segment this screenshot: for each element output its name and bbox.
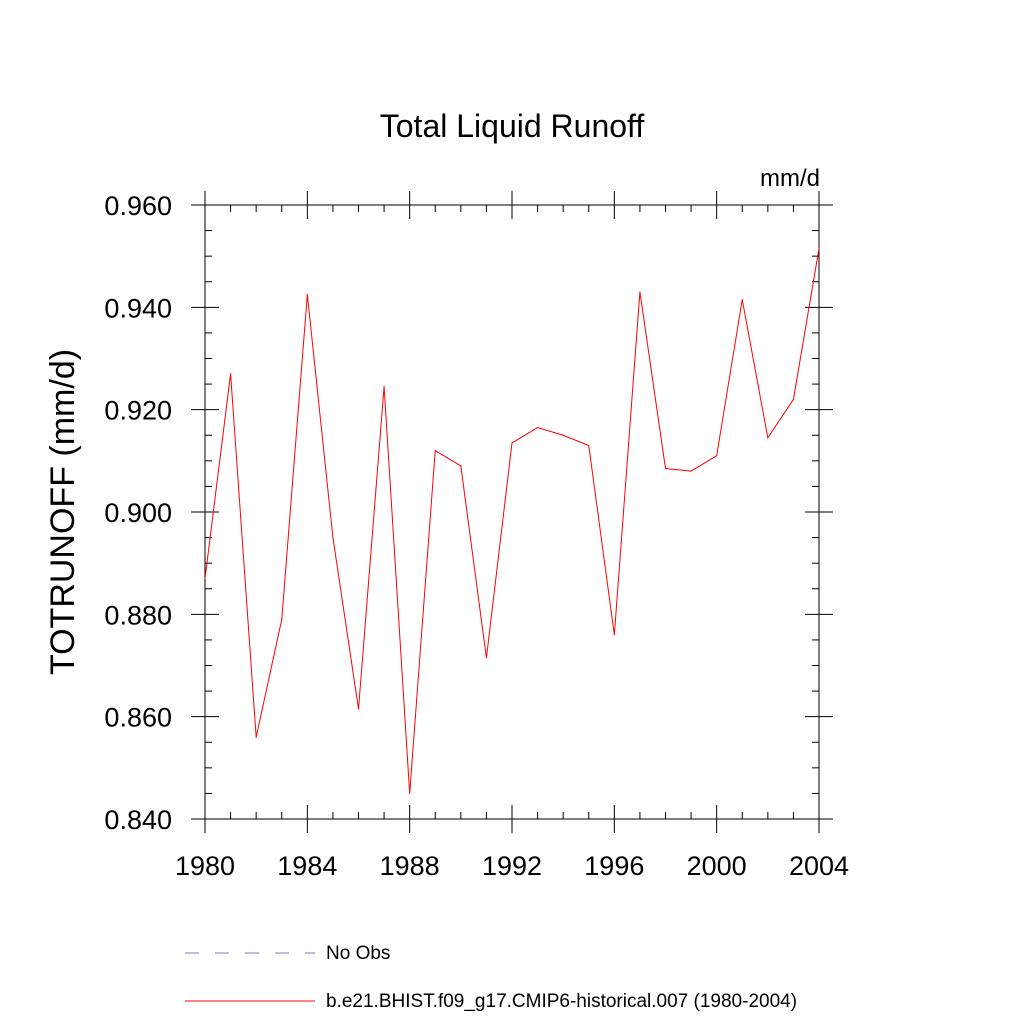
data-point (409, 792, 411, 795)
data-point (639, 291, 641, 293)
x-tick-label: 2000 (687, 851, 747, 881)
data-point (460, 465, 462, 467)
y-tick-label: 0.860 (104, 703, 172, 733)
y-tick-label: 0.880 (104, 600, 172, 630)
chart-title: Total Liquid Runoff (380, 108, 645, 144)
y-axis-label: TOTRUNOFF (mm/d) (44, 349, 82, 675)
y-tick-label: 0.960 (104, 191, 172, 221)
data-point (588, 444, 590, 447)
y-tick-labels: 0.840 0.860 0.880 0.900 0.920 0.940 0.960 (104, 191, 172, 835)
data-point (562, 434, 564, 436)
legend-label-no-obs: No Obs (326, 943, 390, 964)
data-point (613, 634, 615, 636)
data-point (767, 437, 769, 439)
legend-label-model: b.e21.BHIST.f09_g17.CMIP6-historical.007… (326, 991, 797, 1012)
major-ticks (191, 191, 833, 833)
series-group (204, 247, 820, 795)
x-tick-label: 2004 (789, 851, 849, 881)
data-point (332, 536, 334, 539)
y-tick-label: 0.900 (104, 498, 172, 528)
data-point (229, 373, 232, 375)
x-tick-labels: 1980 1984 1988 1992 1996 2000 2004 (175, 851, 849, 881)
data-point (383, 386, 385, 388)
data-point (255, 736, 257, 738)
x-tick-label: 1988 (380, 851, 440, 881)
data-point (792, 398, 795, 401)
data-point (716, 455, 718, 457)
data-point (690, 470, 692, 472)
x-tick-label: 1980 (175, 851, 235, 881)
x-tick-label: 1984 (277, 851, 337, 881)
data-point (664, 467, 667, 470)
y-tick-label: 0.920 (104, 396, 172, 426)
y-tick-label: 0.840 (104, 805, 172, 835)
y-tick-label: 0.940 (104, 293, 172, 323)
x-tick-label: 1992 (482, 851, 542, 881)
data-point (204, 577, 206, 580)
units-label: mm/d (760, 165, 820, 192)
data-point (485, 657, 488, 659)
data-point (741, 299, 743, 301)
data-point (306, 293, 308, 296)
data-point (536, 426, 539, 429)
data-point (434, 450, 436, 452)
plot-frame (204, 204, 820, 820)
data-point (818, 247, 820, 250)
legend: No Obs b.e21.BHIST.f09_g17.CMIP6-histori… (185, 943, 797, 1012)
data-point (511, 442, 513, 444)
minor-ticks (205, 205, 819, 819)
data-point (281, 618, 283, 621)
data-point (357, 708, 360, 710)
x-tick-label: 1996 (584, 851, 644, 881)
series-line (204, 248, 820, 794)
